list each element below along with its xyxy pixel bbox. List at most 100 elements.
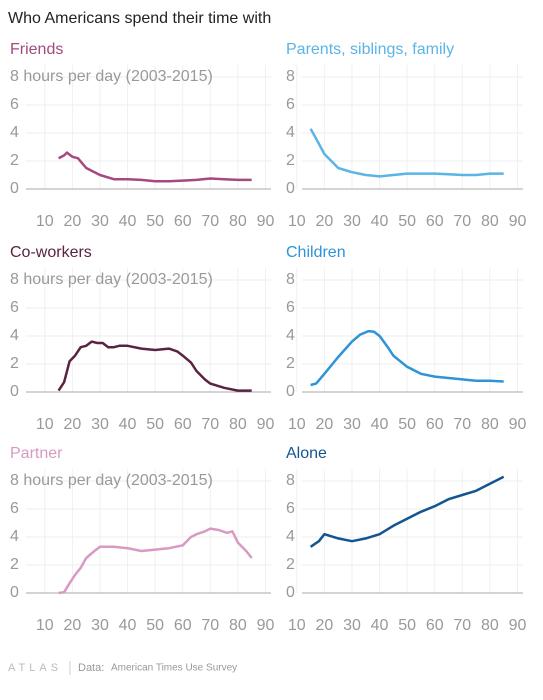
y-tick-label: 8 hours per day (2003-2015) [10,472,213,489]
x-tick-label: 60 [174,416,192,433]
panel-title: Alone [286,445,327,462]
x-tick-label: 30 [91,416,109,433]
x-tick-label: 50 [146,416,164,433]
x-tick-label: 60 [426,416,444,433]
y-tick-label: 4 [10,327,19,344]
x-tick-label: 80 [229,213,247,230]
y-tick-label: 4 [10,124,19,141]
x-tick-label: 50 [146,617,164,634]
x-tick-label: 90 [257,617,275,634]
x-tick-label: 30 [91,617,109,634]
x-tick-label: 70 [453,213,471,230]
x-tick-label: 70 [453,617,471,634]
source: American Times Use Survey [111,663,237,674]
x-tick-label: 20 [63,617,81,634]
y-tick-label: 6 [10,500,19,517]
line [310,329,504,387]
x-tick-label: 70 [201,213,219,230]
x-tick-label: 90 [509,416,527,433]
y-tick-label: 6 [10,96,19,113]
y-tick-label: 6 [10,299,19,316]
x-tick-label: 40 [371,213,389,230]
y-tick-label: 0 [286,584,295,601]
x-tick-label: 30 [343,416,361,433]
x-tick-label: 90 [509,213,527,230]
x-tick-label: 70 [201,416,219,433]
x-tick-label: 10 [288,617,306,634]
source-label: Data: [78,662,104,674]
y-tick-label: 0 [10,180,19,197]
x-tick-label: 80 [481,617,499,634]
y-tick-label: 4 [286,327,295,344]
x-tick-label: 10 [36,416,54,433]
x-tick-label: 70 [453,416,471,433]
panel-title: Co-workers [10,244,92,261]
y-tick-label: 6 [286,96,295,113]
panel-title: Friends [10,41,63,58]
x-tick-label: 10 [288,416,306,433]
x-tick-label: 70 [201,617,219,634]
x-tick-label: 90 [257,213,275,230]
x-tick-label: 50 [398,416,416,433]
x-tick-label: 60 [426,617,444,634]
x-tick-label: 40 [371,416,389,433]
x-tick-label: 20 [63,213,81,230]
y-tick-label: 2 [10,355,19,372]
panel-title: Parents, siblings, family [286,41,454,58]
x-tick-label: 80 [229,416,247,433]
y-tick-label: 4 [286,124,295,141]
y-tick-label: 8 [286,271,295,288]
y-tick-label: 0 [10,383,19,400]
y-tick-label: 2 [286,556,295,573]
x-tick-label: 10 [36,617,54,634]
x-tick-label: 60 [426,213,444,230]
y-tick-label: 0 [286,180,295,197]
y-tick-label: 8 hours per day (2003-2015) [10,271,213,288]
x-tick-label: 40 [119,213,137,230]
line [58,151,252,183]
x-tick-label: 60 [174,617,192,634]
y-tick-label: 8 hours per day (2003-2015) [10,68,213,85]
line [58,527,253,595]
y-tick-label: 8 [286,472,295,489]
x-tick-label: 10 [288,213,306,230]
x-tick-label: 40 [119,617,137,634]
x-tick-label: 50 [146,213,164,230]
x-tick-label: 80 [481,416,499,433]
brand: ATLAS [8,662,62,674]
panel-title: Children [286,244,346,261]
x-tick-label: 20 [315,416,333,433]
y-tick-label: 2 [286,355,295,372]
x-tick-label: 30 [343,617,361,634]
x-tick-label: 40 [119,416,137,433]
x-tick-label: 80 [229,617,247,634]
x-tick-label: 20 [315,617,333,634]
y-tick-label: 6 [286,299,295,316]
y-tick-label: 2 [286,152,295,169]
y-tick-label: 4 [10,528,19,545]
x-tick-label: 30 [91,213,109,230]
panel-title: Partner [10,445,63,462]
y-tick-label: 2 [10,556,19,573]
x-tick-label: 10 [36,213,54,230]
x-tick-label: 90 [509,617,527,634]
x-tick-label: 20 [63,416,81,433]
line [309,475,505,548]
y-tick-label: 6 [286,500,295,517]
x-tick-label: 40 [371,617,389,634]
y-tick-label: 0 [10,584,19,601]
y-tick-label: 2 [10,152,19,169]
x-tick-label: 30 [343,213,361,230]
x-tick-label: 60 [174,213,192,230]
y-tick-label: 0 [286,383,295,400]
x-tick-label: 50 [398,213,416,230]
y-tick-label: 8 [286,68,295,85]
y-tick-label: 4 [286,528,295,545]
line [57,340,252,392]
x-tick-label: 50 [398,617,416,634]
line [309,128,504,178]
x-tick-label: 20 [315,213,333,230]
x-tick-label: 90 [257,416,275,433]
x-tick-label: 80 [481,213,499,230]
